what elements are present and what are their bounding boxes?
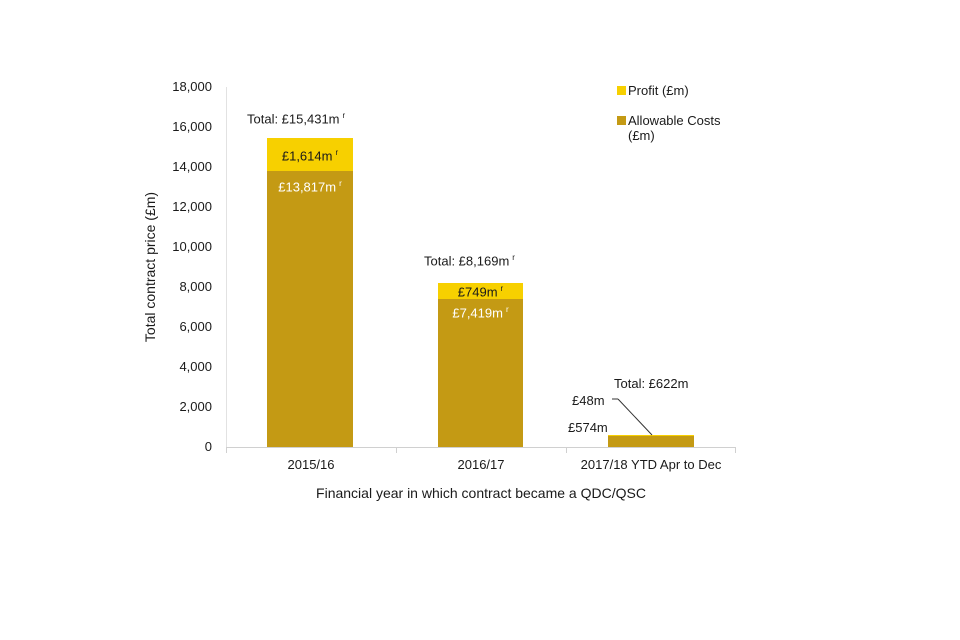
profit-leader-line: [612, 398, 653, 436]
total-label-2015-16: Total: £15,431m r: [247, 111, 346, 127]
y-tick-18000: 18,000: [172, 79, 212, 94]
x-tick-mark: [566, 447, 567, 453]
y-tick-6000: 6,000: [179, 319, 212, 334]
x-tick-mark: [396, 447, 397, 453]
y-tick-12000: 12,000: [172, 199, 212, 214]
y-tick-8000: 8,000: [179, 279, 212, 294]
y-tick-2000: 2,000: [179, 399, 212, 414]
x-category-2016-17: 2016/17: [457, 457, 505, 472]
x-tick-mark: [226, 447, 227, 453]
y-tick-10000: 10,000: [172, 239, 212, 254]
bar-profit-2015-16: [267, 138, 353, 171]
costs-label-2017-18: £574m: [568, 420, 608, 435]
x-axis-line: [226, 447, 736, 448]
profit-label-2017-18: £48m: [572, 393, 605, 408]
bar-costs-2017-18: [608, 436, 694, 447]
total-label-2017-18: Total: £622m: [614, 376, 689, 391]
x-axis-label: Financial year in which contract became …: [316, 485, 646, 501]
bar-profit-2017-18: [608, 435, 694, 436]
y-tick-14000: 14,000: [172, 159, 212, 174]
bar-costs-2016-17: [438, 299, 523, 447]
legend-label-profit: Profit (£m): [628, 83, 689, 98]
x-tick-mark: [735, 447, 736, 453]
legend-label-costs: Allowable Costs (£m): [628, 113, 721, 143]
legend-swatch-costs: [617, 116, 626, 125]
bar-profit-2016-17: [438, 283, 523, 299]
y-axis-line: [226, 87, 227, 447]
profit-label-2015-16: £1,614m r: [281, 148, 339, 164]
total-label-2016-17: Total: £8,169m r: [424, 253, 515, 269]
y-tick-4000: 4,000: [179, 359, 212, 374]
x-category-2017-18: 2017/18 YTD Apr to Dec: [580, 457, 722, 472]
costs-label-2015-16: £13,817m r: [278, 179, 342, 195]
legend-swatch-profit: [617, 86, 626, 95]
profit-label-2016-17: £749m r: [457, 284, 504, 300]
bar-costs-2015-16: [267, 171, 353, 447]
x-category-2015-16: 2015/16: [287, 457, 335, 472]
y-tick-16000: 16,000: [172, 119, 212, 134]
y-tick-0: 0: [204, 439, 212, 454]
costs-label-2016-17: £7,419m r: [452, 305, 509, 321]
